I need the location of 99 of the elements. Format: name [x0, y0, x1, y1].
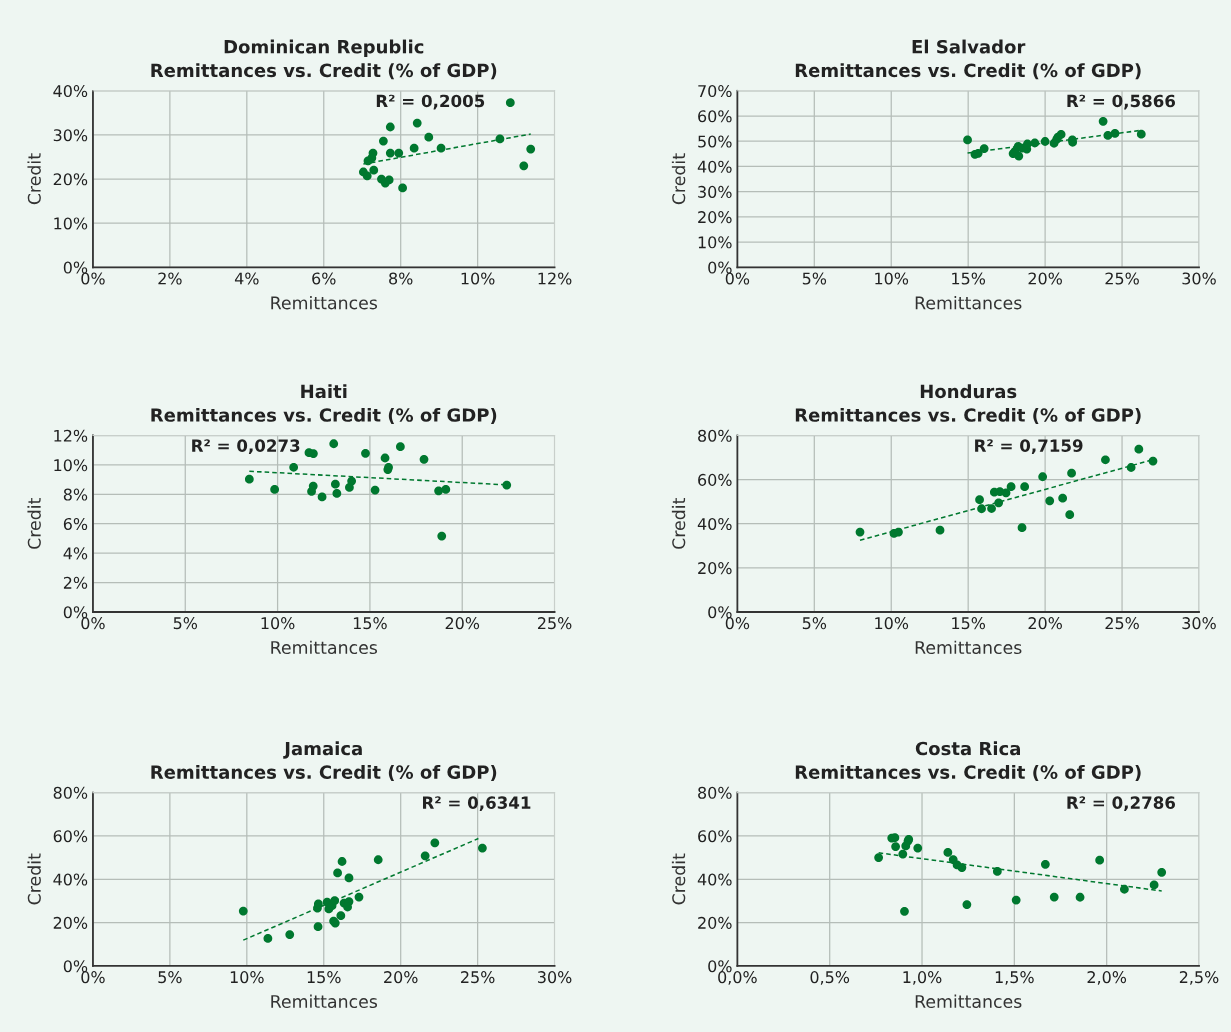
x-tick-label: 20%: [445, 617, 480, 630]
annotation: R² = 0,6341: [423, 796, 531, 812]
x-tick-label: 4%: [234, 272, 259, 285]
y-tick-label: 40%: [53, 85, 88, 98]
y-tick-label: 60%: [698, 110, 732, 123]
x-tick-label: 0%: [81, 971, 105, 984]
x-tick-label: 2,0%: [1087, 971, 1127, 985]
x-tick-label: 30%: [1182, 617, 1216, 630]
x-tick-label: 0,0%: [718, 971, 757, 985]
chart-title: El Salvador Remittances vs. Credit (% of GDP): [795, 39, 1141, 80]
x-tick-label: 12%: [538, 272, 572, 285]
y-tick-label: 80%: [53, 786, 88, 799]
annotation: R² = 0,2005: [376, 94, 485, 110]
chart-title: Haiti Remittances vs. Credit (% of GDP): [151, 384, 497, 424]
x-tick-label: 25%: [461, 971, 495, 984]
y-axis-title: Credit: [671, 153, 686, 205]
y-tick-label: 10%: [54, 459, 88, 472]
y-tick-label: 40%: [697, 160, 732, 173]
x-tick-label: 2,5%: [1179, 971, 1219, 985]
x-tick-label: 15%: [353, 617, 387, 630]
y-axis-title: Credit: [27, 498, 41, 549]
x-axis-title: Remittances: [915, 640, 1022, 655]
y-tick-label: 20%: [53, 916, 88, 929]
y-tick-label: 10%: [54, 217, 88, 230]
x-tick-label: 15%: [952, 617, 986, 630]
y-tick-label: 40%: [697, 873, 732, 886]
x-tick-label: 1,0%: [903, 971, 942, 985]
y-tick-label: 2%: [63, 576, 88, 589]
x-tick-label: 0%: [725, 617, 750, 630]
y-tick-label: 0%: [63, 261, 88, 274]
y-tick-label: 20%: [698, 916, 732, 929]
x-tick-label: 30%: [538, 971, 572, 984]
y-tick-label: 0%: [63, 606, 88, 619]
y-tick-label: 20%: [698, 562, 732, 575]
y-tick-label: 4%: [63, 547, 88, 560]
y-tick-label: 40%: [53, 873, 88, 886]
x-axis-title: Remittances: [915, 994, 1022, 1009]
chart-title: Honduras Remittances vs. Credit (% of GDP): [795, 384, 1141, 424]
x-tick-label: 15%: [952, 272, 986, 285]
x-tick-label: 0%: [725, 272, 750, 285]
y-axis-title: Credit: [671, 853, 686, 905]
x-tick-label: 10%: [261, 617, 295, 630]
annotation: R² = 0,0273: [192, 439, 300, 455]
x-tick-label: 20%: [1028, 617, 1062, 630]
x-tick-label: 10%: [875, 617, 909, 630]
y-tick-label: 60%: [698, 830, 732, 843]
y-tick-label: 30%: [698, 185, 732, 198]
y-tick-label: 0%: [708, 261, 732, 274]
x-tick-label: 6%: [312, 272, 336, 285]
y-axis-title: Credit: [671, 498, 686, 549]
x-tick-label: 2%: [158, 272, 182, 285]
x-tick-label: 5%: [802, 617, 827, 630]
y-tick-label: 6%: [63, 517, 88, 531]
y-axis-title: Credit: [27, 853, 41, 905]
x-tick-label: 15%: [307, 971, 341, 984]
x-tick-label: 20%: [384, 971, 418, 984]
x-tick-label: 5%: [802, 272, 827, 285]
y-tick-label: 30%: [53, 129, 88, 142]
y-tick-label: 0%: [708, 606, 732, 619]
x-tick-label: 10%: [461, 272, 495, 285]
y-tick-label: 0%: [63, 960, 88, 973]
y-tick-label: 0%: [708, 960, 732, 973]
x-tick-label: 25%: [1105, 272, 1139, 285]
x-tick-label: 30%: [1182, 272, 1216, 285]
y-tick-label: 20%: [698, 211, 732, 224]
x-tick-label: 8%: [389, 272, 413, 285]
x-axis-title: Remittances: [915, 295, 1022, 310]
x-tick-label: 25%: [537, 617, 572, 630]
chart-title: Dominican Republic Remittances vs. Credit (% of GDP): [151, 39, 497, 80]
y-axis-title: Credit: [27, 153, 41, 205]
x-tick-label: 0,5%: [810, 971, 850, 985]
y-tick-label: 80%: [698, 786, 732, 799]
y-tick-label: 60%: [53, 830, 88, 843]
x-tick-label: 5%: [173, 617, 198, 630]
chart-title: Costa Rica Remittances vs. Credit (% of GDP): [795, 741, 1141, 782]
x-tick-label: 10%: [230, 971, 264, 984]
y-tick-label: 20%: [53, 173, 88, 186]
annotation: R² = 0,2786: [1067, 796, 1176, 812]
x-tick-label: 5%: [158, 971, 182, 984]
x-tick-label: 25%: [1105, 617, 1139, 630]
chart-title: Jamaica Remittances vs. Credit (% of GDP): [151, 741, 497, 782]
y-tick-label: 10%: [698, 236, 732, 249]
y-tick-label: 80%: [698, 429, 732, 442]
y-tick-label: 40%: [697, 517, 732, 531]
x-tick-label: 0%: [81, 617, 105, 630]
y-tick-label: 8%: [63, 488, 88, 501]
y-tick-label: 50%: [698, 135, 732, 148]
y-tick-label: 70%: [698, 85, 732, 98]
annotation: R² = 0,5866: [1067, 94, 1176, 110]
annotation: R² = 0,7159: [975, 439, 1083, 455]
x-axis-title: Remittances: [271, 640, 378, 655]
x-tick-label: 10%: [875, 272, 909, 285]
x-axis-title: Remittances: [271, 295, 378, 310]
y-tick-label: 60%: [698, 473, 732, 486]
x-tick-label: 0%: [81, 272, 105, 285]
x-tick-label: 1,5%: [995, 971, 1034, 985]
x-axis-title: Remittances: [271, 994, 378, 1009]
x-tick-label: 20%: [1028, 272, 1062, 285]
y-tick-label: 12%: [54, 429, 88, 442]
